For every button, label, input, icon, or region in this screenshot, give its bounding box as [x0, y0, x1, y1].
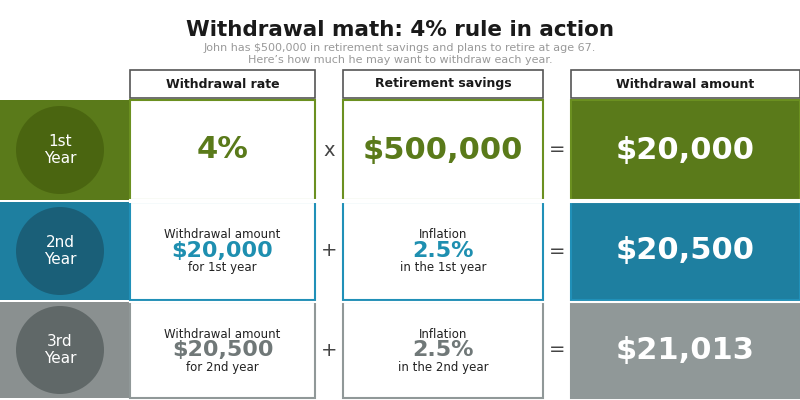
- Bar: [571, 202, 800, 300]
- Text: $20,500: $20,500: [616, 236, 755, 266]
- Polygon shape: [100, 100, 132, 200]
- Bar: [571, 100, 800, 200]
- Text: $20,000: $20,000: [172, 241, 274, 261]
- Bar: [130, 100, 315, 200]
- Text: for 1st year: for 1st year: [188, 262, 257, 274]
- Text: Withdrawal amount: Withdrawal amount: [616, 78, 754, 90]
- Bar: [0, 100, 130, 200]
- Text: Here’s how much he may want to withdraw each year.: Here’s how much he may want to withdraw …: [248, 55, 552, 65]
- Text: $20,500: $20,500: [172, 340, 274, 360]
- Text: 2.5%: 2.5%: [412, 241, 474, 261]
- Ellipse shape: [16, 207, 104, 295]
- Text: Inflation: Inflation: [419, 328, 467, 340]
- Text: =: =: [549, 340, 566, 360]
- Text: in the 1st year: in the 1st year: [400, 262, 486, 274]
- Polygon shape: [100, 202, 132, 300]
- Text: for 2nd year: for 2nd year: [186, 360, 259, 374]
- Text: in the 2nd year: in the 2nd year: [398, 360, 488, 374]
- Text: x: x: [323, 140, 334, 160]
- Text: Retirement savings: Retirement savings: [374, 78, 511, 90]
- Text: +: +: [321, 340, 338, 360]
- Bar: [130, 70, 315, 98]
- Bar: [343, 100, 543, 200]
- Bar: [343, 302, 543, 398]
- Bar: [343, 202, 543, 300]
- Bar: [0, 302, 130, 398]
- Text: 2nd
Year: 2nd Year: [44, 235, 76, 267]
- Text: John has $500,000 in retirement savings and plans to retire at age 67.: John has $500,000 in retirement savings …: [204, 43, 596, 53]
- Ellipse shape: [16, 106, 104, 194]
- Text: =: =: [549, 140, 566, 160]
- Ellipse shape: [16, 306, 104, 394]
- Bar: [130, 202, 315, 300]
- Text: Withdrawal math: 4% rule in action: Withdrawal math: 4% rule in action: [186, 20, 614, 40]
- Text: Inflation: Inflation: [419, 228, 467, 242]
- Text: Withdrawal rate: Withdrawal rate: [166, 78, 279, 90]
- Bar: [343, 70, 543, 98]
- Text: 4%: 4%: [197, 136, 249, 164]
- Bar: [571, 70, 800, 98]
- Text: =: =: [549, 242, 566, 260]
- Bar: [0, 202, 130, 300]
- Text: 1st
Year: 1st Year: [44, 134, 76, 166]
- Bar: [571, 302, 800, 398]
- Polygon shape: [100, 302, 132, 398]
- Text: $21,013: $21,013: [616, 336, 755, 364]
- Text: $500,000: $500,000: [363, 136, 523, 164]
- Text: +: +: [321, 242, 338, 260]
- Text: 2.5%: 2.5%: [412, 340, 474, 360]
- Text: Withdrawal amount: Withdrawal amount: [164, 228, 281, 242]
- Text: $20,000: $20,000: [616, 136, 755, 164]
- Text: Withdrawal amount: Withdrawal amount: [164, 328, 281, 340]
- Text: 3rd
Year: 3rd Year: [44, 334, 76, 366]
- Bar: [130, 302, 315, 398]
